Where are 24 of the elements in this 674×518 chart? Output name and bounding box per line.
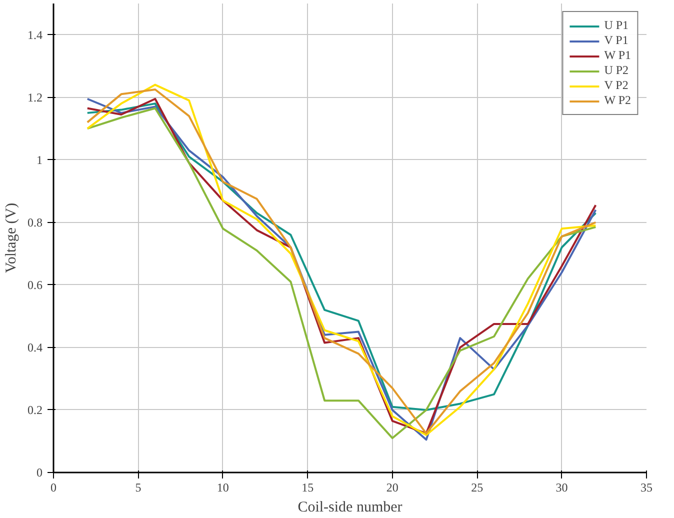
x-tick-label: 10 (216, 480, 229, 494)
y-tick-label: 1.4 (28, 28, 42, 42)
legend-label: W P1 (604, 48, 631, 63)
y-axis-title: Voltage (V) (4, 202, 20, 274)
y-tick-label: 0.8 (28, 215, 42, 230)
x-tick-label: 0 (50, 480, 56, 494)
x-tick-label: 30 (556, 480, 568, 494)
legend-label: U P2 (604, 63, 629, 78)
y-tick-label: 0.4 (28, 340, 42, 354)
x-tick-label: 20 (386, 480, 398, 494)
x-axis-title: Coil-side number (298, 500, 402, 516)
y-tick-label: 1.2 (28, 90, 42, 104)
y-tick-label: 1 (36, 152, 42, 167)
y-tick-label: 0.2 (28, 402, 42, 417)
y-tick-label: 0.6 (28, 278, 42, 292)
legend-label: V P2 (604, 78, 628, 93)
legend-label: V P1 (604, 33, 628, 48)
x-tick-label: 25 (471, 480, 484, 494)
legend-label: U P1 (604, 18, 629, 33)
legend-label: W P2 (604, 93, 631, 108)
x-tick-label: 15 (302, 480, 314, 494)
y-tick-label: 0 (36, 466, 42, 480)
x-tick-label: 35 (640, 480, 652, 494)
x-tick-label: 5 (135, 480, 142, 494)
